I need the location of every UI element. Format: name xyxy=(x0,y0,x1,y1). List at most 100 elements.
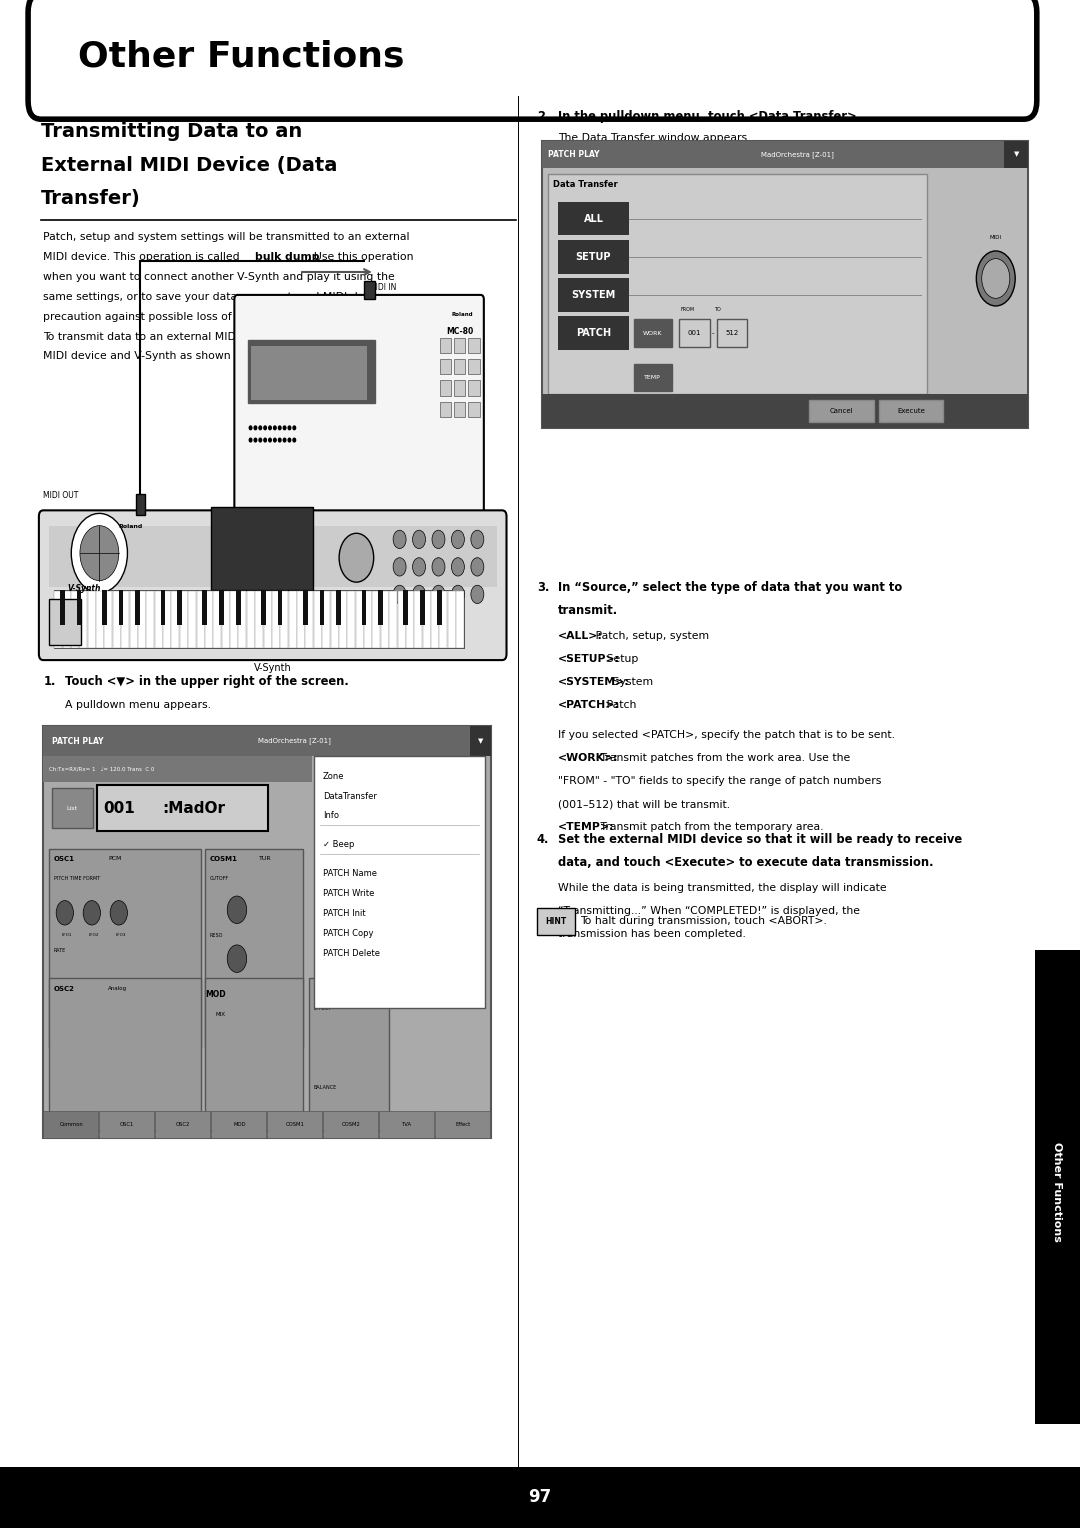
Bar xyxy=(381,591,389,648)
Text: Setup: Setup xyxy=(603,654,638,665)
Circle shape xyxy=(393,530,406,549)
Bar xyxy=(54,590,464,648)
Bar xyxy=(322,591,330,648)
Text: BALANCE: BALANCE xyxy=(314,1085,337,1089)
Bar xyxy=(314,591,322,648)
Circle shape xyxy=(249,426,252,429)
Text: <PATCH>:: <PATCH>: xyxy=(558,700,620,711)
Text: OSC2: OSC2 xyxy=(54,986,75,992)
Text: RESO: RESO xyxy=(210,932,224,938)
Text: OSC1: OSC1 xyxy=(120,1122,134,1128)
Bar xyxy=(1035,950,1080,1424)
Text: COSM2: COSM2 xyxy=(342,1122,361,1128)
Text: 97: 97 xyxy=(528,1488,552,1507)
Circle shape xyxy=(273,426,276,429)
Text: MIDI IN: MIDI IN xyxy=(369,283,396,292)
Bar xyxy=(235,590,241,625)
Text: Roland: Roland xyxy=(451,312,473,316)
Bar xyxy=(468,338,480,353)
Text: transmission has been completed.: transmission has been completed. xyxy=(558,929,746,940)
Text: ✓ Beep: ✓ Beep xyxy=(323,840,354,850)
Text: List: List xyxy=(67,805,78,811)
Circle shape xyxy=(293,439,296,442)
Bar xyxy=(397,591,406,648)
Circle shape xyxy=(393,585,406,604)
Bar xyxy=(537,908,575,935)
Text: Touch <▼> in the upper right of the screen.: Touch <▼> in the upper right of the scre… xyxy=(65,675,349,689)
Circle shape xyxy=(432,558,445,576)
Text: Source: Source xyxy=(564,202,588,208)
Bar xyxy=(558,240,629,274)
Bar xyxy=(161,590,165,625)
Text: Ch:Tx=RX/Rx= 1   ♩= 120.0 Trans  C 0: Ch:Tx=RX/Rx= 1 ♩= 120.0 Trans C 0 xyxy=(49,767,154,772)
Bar xyxy=(288,591,297,648)
Bar xyxy=(468,380,480,396)
FancyBboxPatch shape xyxy=(39,510,507,660)
Text: ALL: ALL xyxy=(583,214,604,223)
Bar xyxy=(373,591,380,648)
Bar xyxy=(147,591,154,648)
Bar xyxy=(810,400,875,422)
Bar xyxy=(348,591,355,648)
Circle shape xyxy=(471,530,484,549)
Bar xyxy=(364,591,372,648)
Text: 001: 001 xyxy=(104,801,135,816)
Bar xyxy=(435,1111,490,1138)
Bar xyxy=(542,141,1028,168)
Text: Data Transfer: Data Transfer xyxy=(553,180,618,189)
Bar xyxy=(1004,141,1028,168)
Circle shape xyxy=(227,895,246,923)
Bar xyxy=(309,978,389,1131)
Bar xyxy=(634,364,672,391)
Text: :MadOr: :MadOr xyxy=(162,801,225,816)
Bar xyxy=(97,785,268,831)
Bar xyxy=(247,591,255,648)
Bar xyxy=(879,400,944,422)
Bar xyxy=(121,591,130,648)
Text: Info: Info xyxy=(323,811,339,821)
Text: PATCH Init: PATCH Init xyxy=(323,909,366,918)
Bar xyxy=(420,590,424,625)
Text: TO: TO xyxy=(714,307,720,312)
Circle shape xyxy=(110,900,127,924)
Bar xyxy=(188,591,197,648)
Text: -: - xyxy=(712,330,714,336)
Text: RATE: RATE xyxy=(54,947,66,953)
Text: same settings, or to save your data on an external MIDI device as a: same settings, or to save your data on a… xyxy=(43,292,413,303)
Bar xyxy=(205,591,213,648)
Bar xyxy=(43,1111,98,1138)
Text: . Use this operation: . Use this operation xyxy=(307,252,414,263)
Text: Transmitting Data to an: Transmitting Data to an xyxy=(41,122,302,141)
Text: PATCH Name: PATCH Name xyxy=(323,869,377,879)
Circle shape xyxy=(451,585,464,604)
Bar xyxy=(77,590,81,625)
Text: MIDI Sequencer: MIDI Sequencer xyxy=(323,520,395,529)
Circle shape xyxy=(432,530,445,549)
Text: LFO2: LFO2 xyxy=(89,932,99,937)
Bar xyxy=(634,319,672,347)
Text: If you selected <PATCH>, specify the patch that is to be sent.: If you selected <PATCH>, specify the pat… xyxy=(558,730,895,741)
Bar xyxy=(230,591,238,648)
Circle shape xyxy=(393,558,406,576)
Bar xyxy=(548,174,927,394)
Text: Other Functions: Other Functions xyxy=(1052,1141,1063,1242)
Text: While the data is being transmitted, the display will indicate: While the data is being transmitted, the… xyxy=(558,883,887,894)
Circle shape xyxy=(413,585,426,604)
Bar xyxy=(221,591,230,648)
Bar xyxy=(323,1111,378,1138)
Text: A pulldown menu appears.: A pulldown menu appears. xyxy=(65,700,211,711)
Bar xyxy=(180,591,188,648)
Text: MIDI device. This operation is called: MIDI device. This operation is called xyxy=(43,252,243,263)
Text: <SYSTEM>:: <SYSTEM>: xyxy=(558,677,630,688)
Text: Patch: Patch xyxy=(603,700,636,711)
Bar xyxy=(202,590,207,625)
Circle shape xyxy=(451,530,464,549)
Bar xyxy=(306,591,313,648)
Text: FS: FS xyxy=(352,986,359,990)
Bar xyxy=(251,345,367,400)
Bar xyxy=(43,726,491,1138)
Text: MIX: MIX xyxy=(215,1012,226,1016)
Text: precaution against possible loss of sound data or system settings.: precaution against possible loss of soun… xyxy=(43,312,404,322)
Text: <SETUP>:: <SETUP>: xyxy=(558,654,621,665)
Bar xyxy=(177,590,181,625)
